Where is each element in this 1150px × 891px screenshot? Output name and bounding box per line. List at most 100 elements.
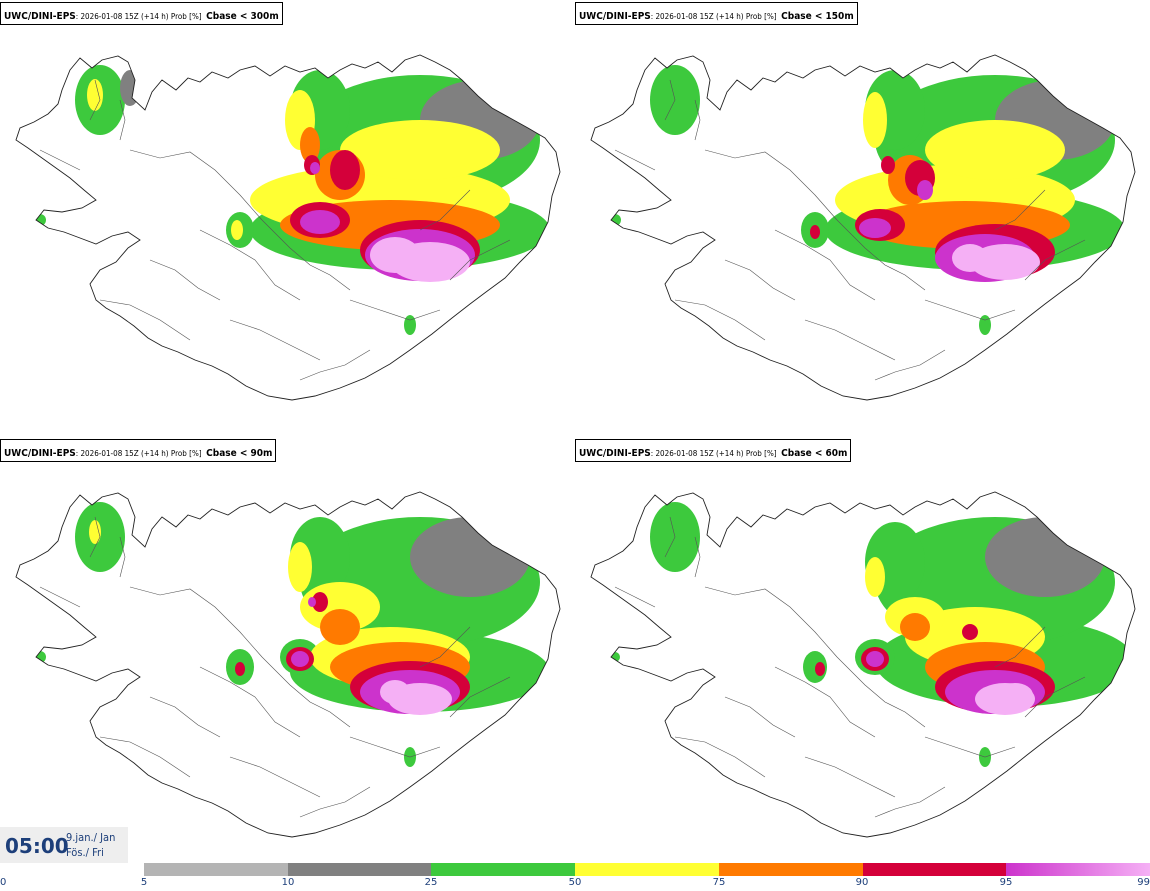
contour-line: [1024, 676, 1086, 718]
colorbar-segment: [287, 863, 432, 876]
prob-area-yellow: [288, 542, 312, 592]
panel-title-model: UWC/DINI-EPS: [4, 11, 76, 22]
prob-area-magenta: [308, 597, 316, 607]
contour-line: [449, 239, 511, 281]
prob-area-magenta: [859, 218, 891, 238]
colorbar-tick: 10: [281, 877, 295, 888]
contour-line: [994, 626, 1046, 668]
panel-title-model: UWC/DINI-EPS: [579, 448, 651, 459]
prob-area-red: [881, 156, 895, 174]
contour-line: [129, 586, 263, 658]
contour-line: [199, 666, 301, 738]
panel-cbase-60m: UWC/DINI-EPS: 2026-01-08 15Z (+14 h) Pro…: [575, 437, 1150, 874]
prob-area-mid: [410, 517, 530, 597]
prob-area-yellow: [925, 120, 1065, 180]
prob-area-red: [330, 150, 360, 190]
colorbar-segment: [431, 863, 576, 876]
contour-line: [674, 299, 766, 341]
contour-line: [99, 299, 191, 341]
prob-area-pink: [370, 237, 420, 273]
panel-title-meta: : 2026-01-08 15Z (+14 h) Prob [%]: [75, 12, 202, 21]
prob-area-pink: [970, 244, 1040, 280]
contour-line: [119, 99, 126, 141]
colorbar-tick: 95: [999, 877, 1013, 888]
contour-line: [261, 219, 351, 291]
contour-line: [349, 299, 441, 321]
panel-title-var: Cbase < 60m: [781, 448, 848, 459]
prob-area-magenta: [300, 210, 340, 234]
contour-line: [229, 756, 321, 798]
colorbar-tick: 75: [712, 877, 726, 888]
contour-line: [449, 676, 511, 718]
prob-area-pink: [997, 683, 1033, 707]
prob-area-yellow: [863, 92, 887, 148]
panel-title-var: Cbase < 90m: [206, 448, 273, 459]
prob-area-yellow: [231, 220, 243, 240]
prob-area-magenta: [917, 180, 933, 200]
valid-date-line1: 9.jan./ Jan: [66, 831, 116, 844]
panel-title-var: Cbase < 150m: [781, 11, 854, 22]
iceland-coastline: [15, 491, 561, 838]
colorbar-segment: [1006, 863, 1150, 876]
colorbar-tick: 5: [140, 877, 148, 888]
probability-map: [15, 491, 561, 838]
contour-line: [704, 586, 838, 658]
valid-date-line2: Fös./ Fri: [66, 846, 104, 859]
contour-line: [774, 229, 876, 301]
colorbar-tick: 0: [0, 877, 7, 888]
contour-line: [89, 79, 101, 121]
iceland-coastline: [590, 54, 1136, 401]
panel-cbase-90m: UWC/DINI-EPS: 2026-01-08 15Z (+14 h) Pro…: [0, 437, 575, 874]
contour-line: [149, 259, 221, 301]
contour-line: [419, 189, 471, 231]
contour-line: [674, 736, 766, 778]
prob-area-magenta: [310, 162, 320, 174]
contour-line: [774, 666, 876, 738]
prob-area-orange: [900, 613, 930, 641]
panel-cbase-150m: UWC/DINI-EPS: 2026-01-08 15Z (+14 h) Pro…: [575, 0, 1150, 437]
prob-area-yellow: [340, 120, 500, 180]
panel-title: UWC/DINI-EPS: 2026-01-08 15Z (+14 h) Pro…: [575, 439, 852, 462]
probability-map: [15, 54, 561, 401]
contour-line: [229, 319, 321, 361]
panel-title-meta: : 2026-01-08 15Z (+14 h) Prob [%]: [75, 449, 202, 458]
colorbar-tick: 25: [424, 877, 438, 888]
contour-line: [924, 299, 1016, 321]
prob-area-pink: [952, 244, 988, 272]
prob-area-green: [404, 315, 416, 335]
contour-line: [419, 626, 471, 668]
colorbar-segment: [862, 863, 1007, 876]
contour-line: [129, 149, 263, 221]
contour-line: [704, 149, 838, 221]
contour-line: [99, 736, 191, 778]
prob-area-yellow: [865, 557, 885, 597]
panel-title-var: Cbase < 300m: [206, 11, 279, 22]
prob-area-orange: [320, 609, 360, 645]
contour-line: [199, 229, 301, 301]
prob-area-red: [235, 662, 245, 676]
panel-cbase-300m: UWC/DINI-EPS: 2026-01-08 15Z (+14 h) Pro…: [0, 0, 575, 437]
contour-line: [874, 786, 946, 818]
prob-area-red: [815, 662, 825, 676]
contour-line: [836, 219, 926, 291]
colorbar-tick: 50: [568, 877, 582, 888]
contour-line: [89, 516, 101, 558]
prob-area-orange: [300, 127, 320, 163]
contour-line: [614, 586, 656, 608]
prob-area-mid: [120, 70, 140, 106]
contour-line: [994, 189, 1046, 231]
contour-line: [349, 736, 441, 758]
contour-line: [39, 586, 81, 608]
colorbar-segment: [144, 863, 288, 876]
contour-line: [836, 656, 926, 728]
prob-area-yellow: [89, 520, 101, 544]
contour-line: [664, 79, 676, 121]
panel-title-model: UWC/DINI-EPS: [4, 448, 76, 459]
contour-line: [694, 536, 701, 578]
contour-line: [724, 259, 796, 301]
contour-line: [804, 319, 896, 361]
panel-title-model: UWC/DINI-EPS: [579, 11, 651, 22]
prob-area-red: [962, 624, 978, 640]
prob-area-magenta: [866, 651, 884, 667]
contour-line: [694, 99, 701, 141]
